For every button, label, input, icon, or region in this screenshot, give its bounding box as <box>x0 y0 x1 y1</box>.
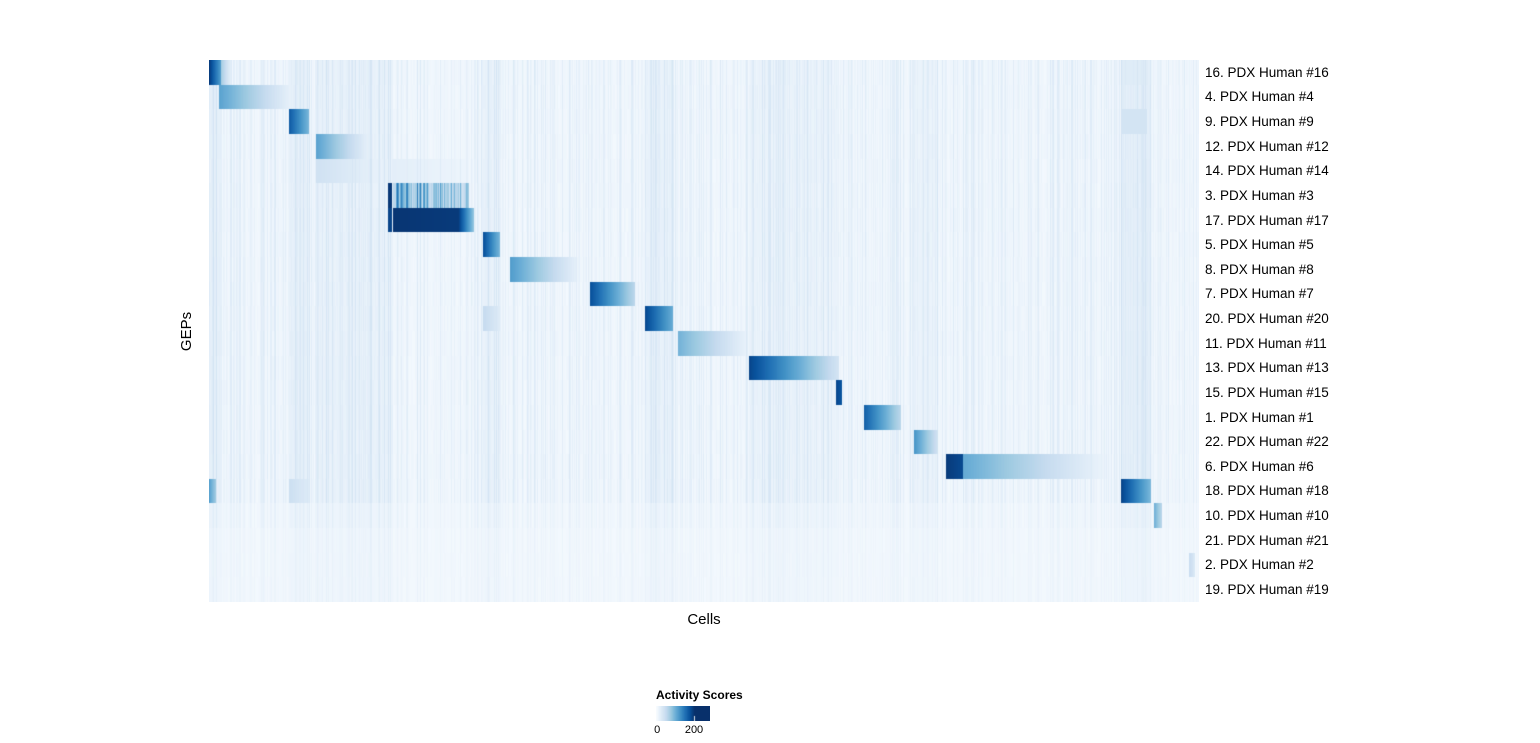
row-label-1: 16. PDX Human #16 <box>1205 64 1329 80</box>
y-axis-label-wrap: GEPs <box>176 60 198 602</box>
row-label-3: 9. PDX Human #9 <box>1205 114 1314 130</box>
row-label-7: 17. PDX Human #17 <box>1205 212 1329 228</box>
row-label-21: 2. PDX Human #2 <box>1205 557 1314 573</box>
row-label-14: 15. PDX Human #15 <box>1205 384 1329 400</box>
colorbar-legend: Activity Scores 0 200 <box>654 688 776 738</box>
heatmap-canvas <box>209 60 1199 602</box>
legend-ticks: 0 200 <box>654 724 710 738</box>
row-label-11: 20. PDX Human #20 <box>1205 311 1329 327</box>
row-label-17: 6. PDX Human #6 <box>1205 458 1314 474</box>
row-label-2: 4. PDX Human #4 <box>1205 89 1314 105</box>
row-label-15: 1. PDX Human #1 <box>1205 409 1314 425</box>
legend-tick-max: 200 <box>684 724 704 736</box>
row-label-5: 14. PDX Human #14 <box>1205 163 1329 179</box>
row-label-22: 19. PDX Human #19 <box>1205 581 1329 597</box>
row-label-20: 21. PDX Human #21 <box>1205 532 1329 548</box>
row-label-18: 18. PDX Human #18 <box>1205 483 1329 499</box>
row-label-6: 3. PDX Human #3 <box>1205 187 1314 203</box>
row-label-16: 22. PDX Human #22 <box>1205 434 1329 450</box>
row-label-10: 7. PDX Human #7 <box>1205 286 1314 302</box>
colorbar-gradient <box>656 706 710 721</box>
row-labels: 16. PDX Human #16 4. PDX Human #4 9. PDX H… <box>1205 60 1405 602</box>
legend-title: Activity Scores <box>656 688 743 702</box>
row-label-19: 10. PDX Human #10 <box>1205 508 1329 524</box>
row-label-4: 12. PDX Human #12 <box>1205 138 1329 154</box>
row-label-13: 13. PDX Human #13 <box>1205 360 1329 376</box>
row-label-8: 5. PDX Human #5 <box>1205 237 1314 253</box>
legend-tick-min: 0 <box>654 724 661 736</box>
y-axis-label: GEPs <box>178 311 196 351</box>
row-label-12: 11. PDX Human #11 <box>1205 335 1327 351</box>
x-axis-label: Cells <box>687 611 721 628</box>
row-label-9: 8. PDX Human #8 <box>1205 261 1314 277</box>
